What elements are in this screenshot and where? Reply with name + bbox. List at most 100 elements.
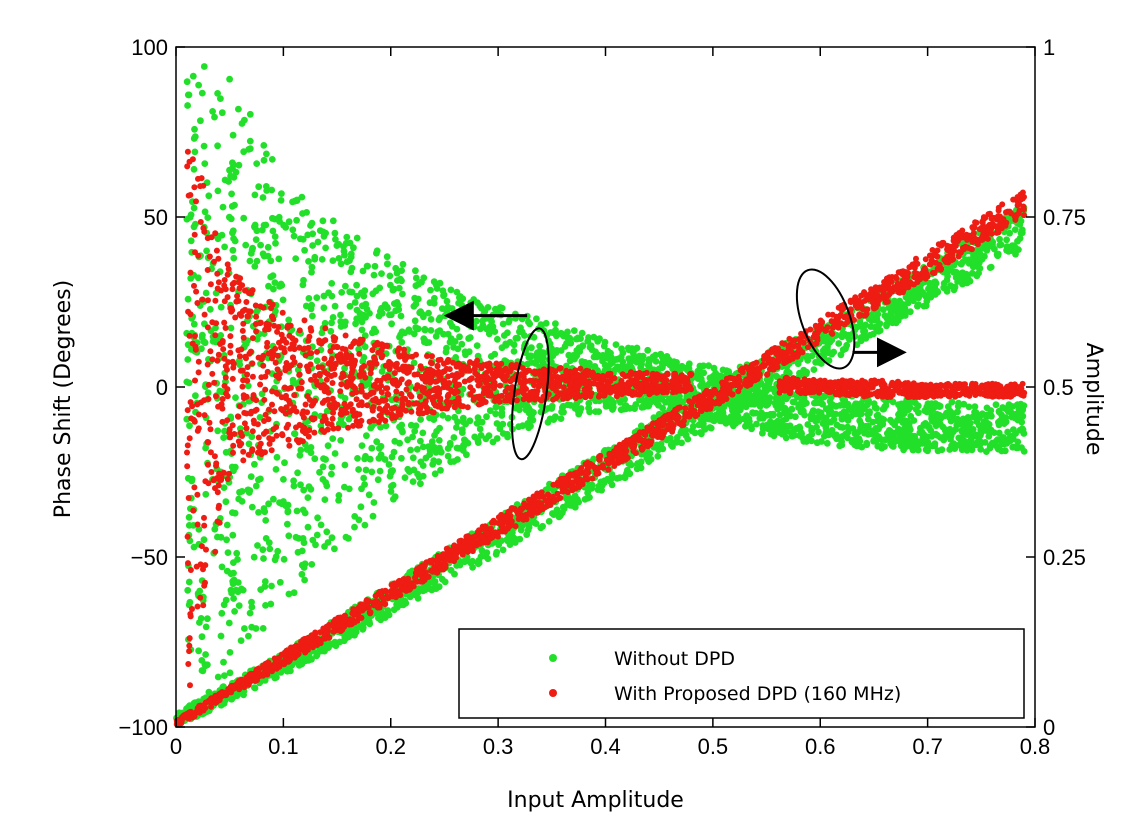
phase-point <box>335 255 343 262</box>
phase-point <box>233 273 240 280</box>
amplitude-point <box>879 306 887 313</box>
phase-point <box>638 356 646 364</box>
phase-point <box>248 246 256 254</box>
phase-point <box>298 379 305 386</box>
phase-point <box>484 304 492 311</box>
phase-point <box>200 536 208 544</box>
phase-point <box>375 455 383 462</box>
amplitude-point <box>996 241 1004 249</box>
phase-point <box>253 257 261 265</box>
phase-point <box>218 609 226 617</box>
phase-point <box>495 393 502 400</box>
phase-point <box>476 425 484 433</box>
phase-point <box>399 428 406 436</box>
phase-point <box>995 418 1002 426</box>
phase-point <box>307 449 315 457</box>
phase-point <box>370 271 378 279</box>
phase-point <box>185 91 193 99</box>
phase-point <box>578 358 586 365</box>
phase-point <box>838 433 846 440</box>
phase-point <box>301 509 309 517</box>
phase-point <box>493 420 501 427</box>
phase-point <box>201 514 207 521</box>
phase-point <box>450 344 457 351</box>
phase-point <box>444 414 452 422</box>
phase-point <box>290 482 298 490</box>
phase-point <box>331 450 339 457</box>
phase-point <box>226 649 234 656</box>
phase-point <box>607 360 614 368</box>
phase-point <box>308 301 315 309</box>
phase-point <box>358 442 366 449</box>
phase-point <box>359 302 366 310</box>
phase-point <box>252 482 260 490</box>
phase-point <box>431 470 439 478</box>
phase-point <box>450 434 458 441</box>
phase-point <box>409 454 417 462</box>
amplitude-point <box>733 400 741 407</box>
phase-point <box>498 304 506 312</box>
phase-point <box>909 433 917 441</box>
phase-point <box>319 217 327 225</box>
phase-point <box>313 357 321 365</box>
phase-point <box>934 447 942 455</box>
phase-point <box>246 609 254 617</box>
amplitude-point <box>584 489 591 497</box>
phase-point <box>348 288 356 296</box>
phase-point <box>557 415 565 422</box>
phase-point <box>899 433 907 441</box>
phase-point <box>319 228 327 236</box>
phase-point <box>394 277 401 284</box>
phase-point <box>573 399 581 407</box>
phase-point <box>446 439 454 447</box>
phase-point <box>848 407 855 414</box>
phase-point <box>1004 438 1012 445</box>
phase-point <box>528 352 535 360</box>
phase-point <box>643 396 650 404</box>
phase-point <box>243 429 251 437</box>
phase-point <box>270 285 277 293</box>
amplitude-point <box>609 474 617 482</box>
phase-point <box>202 623 210 631</box>
phase-point <box>351 523 358 531</box>
phase-point <box>840 408 848 416</box>
phase-point <box>305 483 313 490</box>
phase-point <box>358 313 366 321</box>
phase-point <box>346 302 354 310</box>
phase-point <box>369 512 377 520</box>
phase-point <box>1009 443 1017 451</box>
phase-point <box>602 402 610 410</box>
amplitude-point <box>616 474 624 481</box>
phase-point <box>907 412 915 420</box>
phase-point <box>241 625 248 632</box>
phase-point <box>327 327 335 335</box>
phase-point <box>224 549 232 556</box>
amplitude-point <box>842 345 849 353</box>
phase-point <box>291 392 298 399</box>
phase-point <box>392 307 400 315</box>
phase-point <box>378 304 385 312</box>
phase-point <box>505 318 513 326</box>
amplitude-point <box>957 274 965 282</box>
phase-point <box>802 437 810 445</box>
amplitude-point <box>991 245 998 253</box>
phase-point <box>329 314 337 321</box>
phase-point <box>1002 418 1010 426</box>
phase-point <box>226 213 233 221</box>
phase-point <box>184 295 192 303</box>
phase-point <box>187 269 194 276</box>
phase-point <box>496 425 504 433</box>
phase-point <box>425 309 432 317</box>
phase-point <box>419 443 427 451</box>
phase-point <box>220 658 227 666</box>
amplitude-point <box>871 323 879 331</box>
phase-point <box>865 422 872 430</box>
phase-point <box>256 414 264 421</box>
amplitude-point <box>862 321 869 329</box>
amplitude-point <box>742 403 750 411</box>
phase-point <box>965 439 972 447</box>
phase-point <box>552 320 559 328</box>
phase-point <box>264 243 272 251</box>
phase-point <box>360 354 368 361</box>
phase-point <box>376 467 384 475</box>
